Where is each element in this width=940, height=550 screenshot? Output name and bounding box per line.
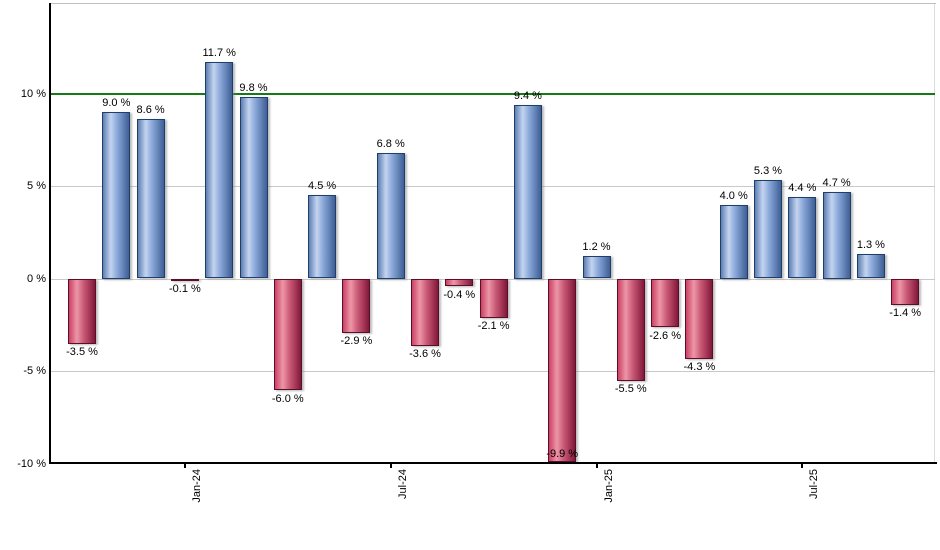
bar-value-label: -6.0 % xyxy=(271,393,304,405)
x-axis-tick xyxy=(801,463,803,468)
bar xyxy=(68,279,96,344)
bar xyxy=(583,256,611,278)
bar xyxy=(891,279,919,305)
bar-value-label: -2.6 % xyxy=(649,330,681,342)
bar-value-label: 4.7 % xyxy=(822,177,851,189)
bar-value-label: 4.4 % xyxy=(788,182,817,194)
bar xyxy=(823,192,851,279)
bar-value-label: -2.1 % xyxy=(477,320,510,332)
bar xyxy=(102,112,130,279)
bar-value-label: -0.4 % xyxy=(443,289,476,301)
bar-value-label: -3.5 % xyxy=(66,346,98,358)
bar-value-label: 8.6 % xyxy=(136,104,165,116)
bar xyxy=(788,197,816,278)
bar-value-label: 9.8 % xyxy=(239,82,268,94)
bar xyxy=(342,279,370,333)
y-axis-tick-label: 5 % xyxy=(27,180,46,192)
y-axis-tick-label: -5 % xyxy=(23,365,46,377)
bar xyxy=(548,279,576,462)
bar-value-label: -9.9 % xyxy=(546,448,579,460)
bar-value-label: -5.5 % xyxy=(614,383,647,395)
bar-value-label: 6.8 % xyxy=(376,138,405,150)
x-axis-tick xyxy=(184,463,186,468)
bar-value-label: -0.1 % xyxy=(168,283,201,295)
bar xyxy=(720,205,748,279)
bar xyxy=(480,279,508,318)
bar-value-label: 1.2 % xyxy=(582,241,611,253)
bar xyxy=(377,153,405,279)
bar xyxy=(137,119,165,278)
bar xyxy=(445,279,473,286)
bar xyxy=(754,180,782,278)
plot-right-border xyxy=(934,4,935,463)
reference-line-10pct xyxy=(50,92,935,95)
bar xyxy=(857,254,885,278)
bar-value-label: -4.3 % xyxy=(683,361,716,373)
x-axis-tick-label: Jan-24 xyxy=(191,469,203,503)
bar-value-label: -1.4 % xyxy=(889,307,922,319)
x-axis-tick xyxy=(390,463,392,468)
bar-value-label: 1.3 % xyxy=(856,239,885,251)
bar xyxy=(651,279,679,327)
bar xyxy=(240,97,268,278)
gridline xyxy=(50,186,935,187)
bar xyxy=(308,195,336,278)
bar-value-label: 4.5 % xyxy=(308,180,337,192)
bar xyxy=(274,279,302,390)
bar-value-label: -2.9 % xyxy=(340,335,373,347)
x-axis-line xyxy=(49,462,937,464)
bar-value-label: 11.7 % xyxy=(202,47,236,59)
y-axis-tick-label: 10 % xyxy=(20,88,46,100)
x-axis-tick-label: Jul-24 xyxy=(397,469,409,499)
bar-value-label: 9.4 % xyxy=(513,90,542,102)
x-axis-tick-label: Jan-25 xyxy=(603,469,615,503)
bar xyxy=(685,279,713,359)
bar xyxy=(514,105,542,279)
bar-value-label: 9.0 % xyxy=(102,97,131,109)
bar xyxy=(411,279,439,346)
bar-value-label: 5.3 % xyxy=(753,165,783,177)
bar xyxy=(617,279,645,381)
bar xyxy=(171,279,199,281)
bar-value-label: 4.0 % xyxy=(719,190,748,202)
y-axis-tick-label: 0 % xyxy=(27,273,46,285)
y-axis-line xyxy=(49,3,51,464)
plot-top-border xyxy=(50,3,936,4)
x-axis-tick-label: Jul-25 xyxy=(808,469,820,499)
bar xyxy=(205,62,233,278)
y-axis-tick-label: -10 % xyxy=(17,458,46,470)
gridline xyxy=(50,371,935,372)
bar-value-label: -3.6 % xyxy=(409,348,441,360)
x-axis-tick xyxy=(596,463,598,468)
